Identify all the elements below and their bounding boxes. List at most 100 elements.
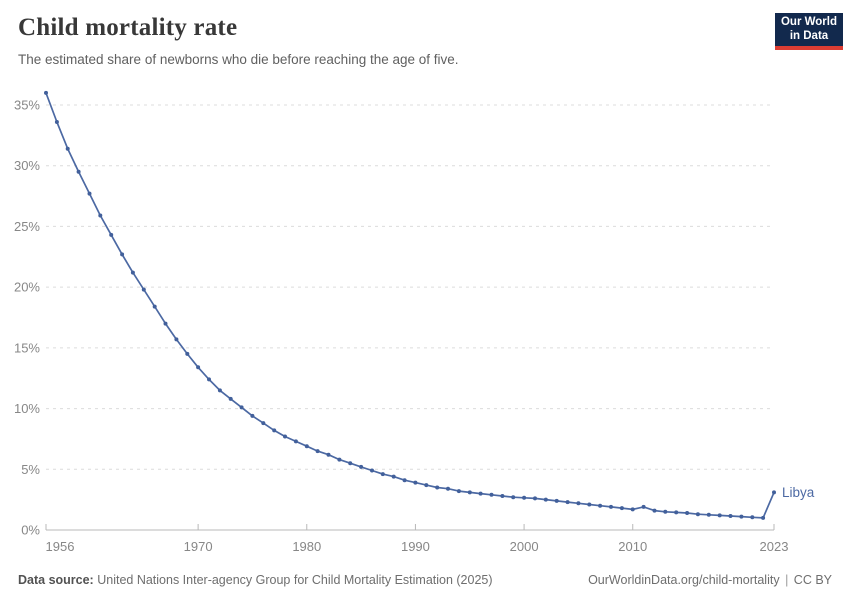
data-point <box>44 90 48 95</box>
data-point <box>141 287 146 292</box>
data-point <box>761 515 766 520</box>
y-axis-tick-label: 0% <box>21 523 40 538</box>
y-axis-tick-label: 10% <box>14 401 40 416</box>
data-point <box>435 485 440 490</box>
data-point <box>261 421 266 426</box>
data-point <box>467 490 472 495</box>
data-point <box>663 509 668 514</box>
data-point <box>315 449 320 454</box>
data-point <box>239 405 244 410</box>
data-point <box>478 491 483 496</box>
data-point <box>174 337 179 342</box>
data-point <box>630 507 635 512</box>
owid-url-link[interactable]: OurWorldinData.org/child-mortality <box>588 573 780 587</box>
data-point <box>522 495 527 500</box>
data-point <box>695 512 700 517</box>
data-point <box>565 500 570 505</box>
data-source-label: Data source: <box>18 573 94 587</box>
data-point <box>359 464 364 469</box>
data-point <box>370 468 374 473</box>
data-point <box>489 492 494 497</box>
data-point <box>152 304 157 309</box>
data-point <box>293 439 298 444</box>
data-point <box>337 457 342 462</box>
data-point <box>739 514 744 519</box>
data-point <box>326 452 331 457</box>
data-source-note: Data source: United Nations Inter-agency… <box>18 573 493 587</box>
data-point <box>250 413 255 418</box>
data-point <box>109 232 114 237</box>
data-point <box>207 377 211 382</box>
data-point <box>706 512 711 517</box>
data-point <box>196 365 201 370</box>
data-point <box>391 474 396 479</box>
data-point <box>576 501 581 506</box>
data-point <box>348 461 353 466</box>
data-point <box>65 146 70 151</box>
chart-footer: Data source: United Nations Inter-agency… <box>18 573 832 587</box>
data-point <box>641 504 646 509</box>
y-axis-tick-label: 5% <box>21 462 40 477</box>
x-axis-tick-label: 2010 <box>618 539 647 554</box>
x-axis-tick-label: 1990 <box>401 539 430 554</box>
x-axis-tick-label: 1980 <box>292 539 321 554</box>
data-point <box>76 169 81 174</box>
data-point <box>130 270 135 275</box>
data-point <box>674 510 679 515</box>
data-source-text: United Nations Inter-agency Group for Ch… <box>97 573 493 587</box>
data-point <box>543 497 548 502</box>
y-axis-tick-label: 35% <box>14 98 40 113</box>
data-point <box>380 472 385 477</box>
data-point <box>619 506 624 511</box>
chart-subtitle: The estimated share of newborns who die … <box>18 52 459 67</box>
y-axis-tick-label: 25% <box>14 219 40 234</box>
x-axis-tick-label: 2000 <box>510 539 539 554</box>
owid-logo[interactable]: Our World in Data <box>775 13 843 50</box>
data-point <box>304 444 309 449</box>
data-point <box>228 396 233 401</box>
data-point <box>283 434 287 439</box>
data-point <box>163 321 168 326</box>
data-point <box>87 191 92 196</box>
chart-title: Child mortality rate <box>18 14 238 41</box>
entity-label: Libya <box>782 485 815 500</box>
y-axis-tick-label: 30% <box>14 158 40 173</box>
data-point <box>598 503 603 508</box>
data-point <box>98 213 103 218</box>
data-point <box>413 480 418 485</box>
owid-logo-line2: in Data <box>789 29 829 42</box>
data-point <box>685 511 690 515</box>
chart-header: Child mortality rate The estimated share… <box>18 14 760 67</box>
data-point <box>120 252 125 257</box>
data-point <box>54 120 59 124</box>
attribution-note: OurWorldinData.org/child-mortality | CC … <box>588 573 832 587</box>
data-point <box>185 351 190 356</box>
data-point <box>652 508 657 513</box>
data-point <box>587 502 592 507</box>
data-point <box>717 513 722 518</box>
data-point <box>772 490 776 495</box>
data-point <box>217 388 222 393</box>
data-point <box>609 504 613 509</box>
y-axis-tick-label: 20% <box>14 280 40 295</box>
x-axis-tick-label: 1970 <box>184 539 213 554</box>
data-point <box>272 428 277 433</box>
license-label: CC BY <box>793 573 832 587</box>
data-point <box>533 496 537 501</box>
data-point <box>728 514 733 518</box>
data-point <box>500 494 505 498</box>
data-point <box>511 495 516 500</box>
x-axis-tick-label: 2023 <box>760 539 789 554</box>
data-point <box>456 489 461 494</box>
data-point <box>424 483 429 488</box>
x-axis-tick-label: 1956 <box>46 539 75 554</box>
attribution-separator: | <box>785 573 789 587</box>
data-point <box>554 498 559 503</box>
data-point <box>750 515 755 520</box>
y-axis-tick-label: 15% <box>14 340 40 355</box>
data-point <box>402 478 407 483</box>
data-point <box>446 486 450 491</box>
owid-logo-line1: Our World <box>780 15 837 28</box>
